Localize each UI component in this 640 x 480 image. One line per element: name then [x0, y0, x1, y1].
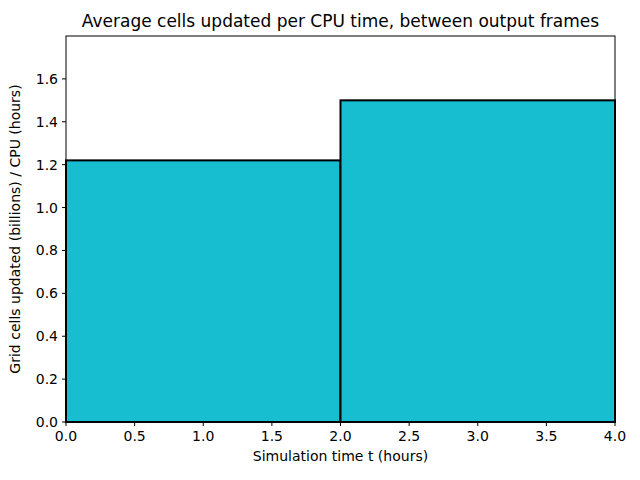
y-tick-label: 0.8: [36, 242, 58, 258]
x-tick-label: 0.5: [123, 428, 145, 444]
x-tick-label: 0.0: [55, 428, 77, 444]
x-axis-label: Simulation time t (hours): [253, 448, 428, 464]
chart-title: Average cells updated per CPU time, betw…: [82, 11, 599, 31]
x-tick-label: 2.0: [329, 428, 351, 444]
bar: [66, 160, 341, 422]
y-tick-label: 1.2: [36, 157, 58, 173]
y-tick-label: 1.4: [36, 114, 58, 130]
x-tick-label: 2.5: [398, 428, 420, 444]
x-tick-label: 3.5: [535, 428, 557, 444]
bar-chart: 0.0 0.5 1.0 1.5 2.0 2.5 3.0 3.5 4.0 0.0 0.2 0.4 0.6 0…: [0, 0, 640, 480]
y-tick-label: 0.6: [36, 285, 58, 301]
x-tick-label: 1.0: [192, 428, 214, 444]
chart-figure: 0.0 0.5 1.0 1.5 2.0 2.5 3.0 3.5 4.0 0.0 0.2 0.4 0.6 0…: [0, 0, 640, 480]
bars-layer: [66, 100, 615, 422]
y-tick-label: 1.6: [36, 71, 58, 87]
y-tick-label: 0.0: [36, 414, 58, 430]
x-tick-label: 1.5: [261, 428, 283, 444]
bar: [341, 100, 616, 422]
x-tick-label: 3.0: [467, 428, 489, 444]
y-axis-label: Grid cells updated (billions) / CPU (hou…: [7, 84, 23, 373]
y-tick-label: 0.4: [36, 328, 58, 344]
y-tick-label: 1.0: [36, 200, 58, 216]
x-tick-label: 4.0: [604, 428, 626, 444]
y-tick-label: 0.2: [36, 371, 58, 387]
